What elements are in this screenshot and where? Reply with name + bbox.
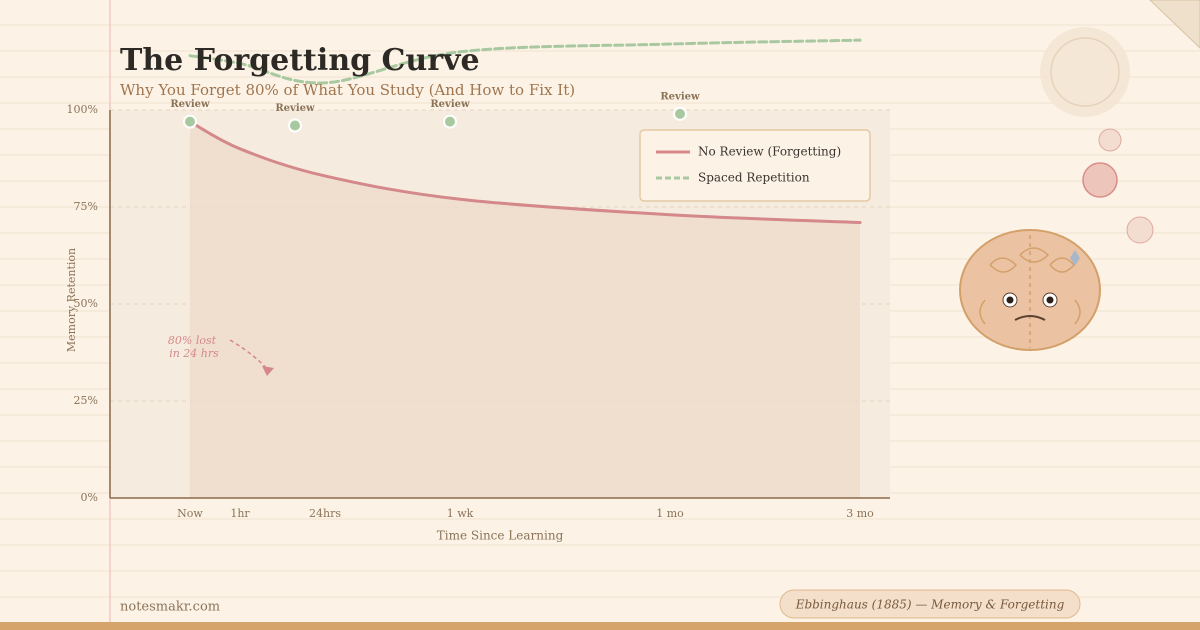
legend-label: No Review (Forgetting) [698,145,841,159]
review-label: Review [430,99,470,110]
review-label: Review [275,103,315,114]
legend-box [639,129,871,202]
y-tick-label: 75% [74,200,98,213]
x-tick-label: 1hr [230,507,250,520]
review-marker [183,114,197,129]
x-tick-label: 1 wk [447,507,474,520]
chart-title: The Forgetting Curve [120,43,480,78]
area-fill [190,121,860,498]
review-marker [288,118,302,133]
legend-label: Spaced Repetition [698,171,810,185]
y-tick-label: 0% [81,491,98,504]
series-line [188,38,862,85]
y-tick-label: 50% [74,297,98,310]
review-marker [443,114,457,129]
x-tick-label: 3 mo [846,507,874,520]
annotation-arrowhead [262,366,274,376]
badge-text: Ebbinghaus (1885) — Memory & Forgetting [795,598,1065,612]
brain-illustration [959,27,1154,351]
badge [779,589,1081,619]
y-tick-label: 25% [74,394,98,407]
x-axis-label: Time Since Learning [437,529,564,543]
y-axis-label: Memory Retention [65,248,78,352]
x-tick-label: Now [177,507,203,520]
plot [110,38,890,498]
bottom-strip [0,622,1200,630]
review-label: Review [170,99,210,110]
review-marker [673,106,687,121]
x-tick-label: 24hrs [309,507,341,520]
series-line [188,120,862,225]
annotation: in 24 hrs [169,347,219,360]
chart-subtitle: Why You Forget 80% of What You Study (An… [120,81,575,99]
page-corner [1149,0,1200,49]
site-name: notesmakr.com [120,600,220,615]
review-label: Review [660,91,700,102]
annotation: 80% lost [168,334,217,347]
x-tick-label: 1 mo [656,507,684,520]
y-tick-label: 100% [67,103,98,116]
